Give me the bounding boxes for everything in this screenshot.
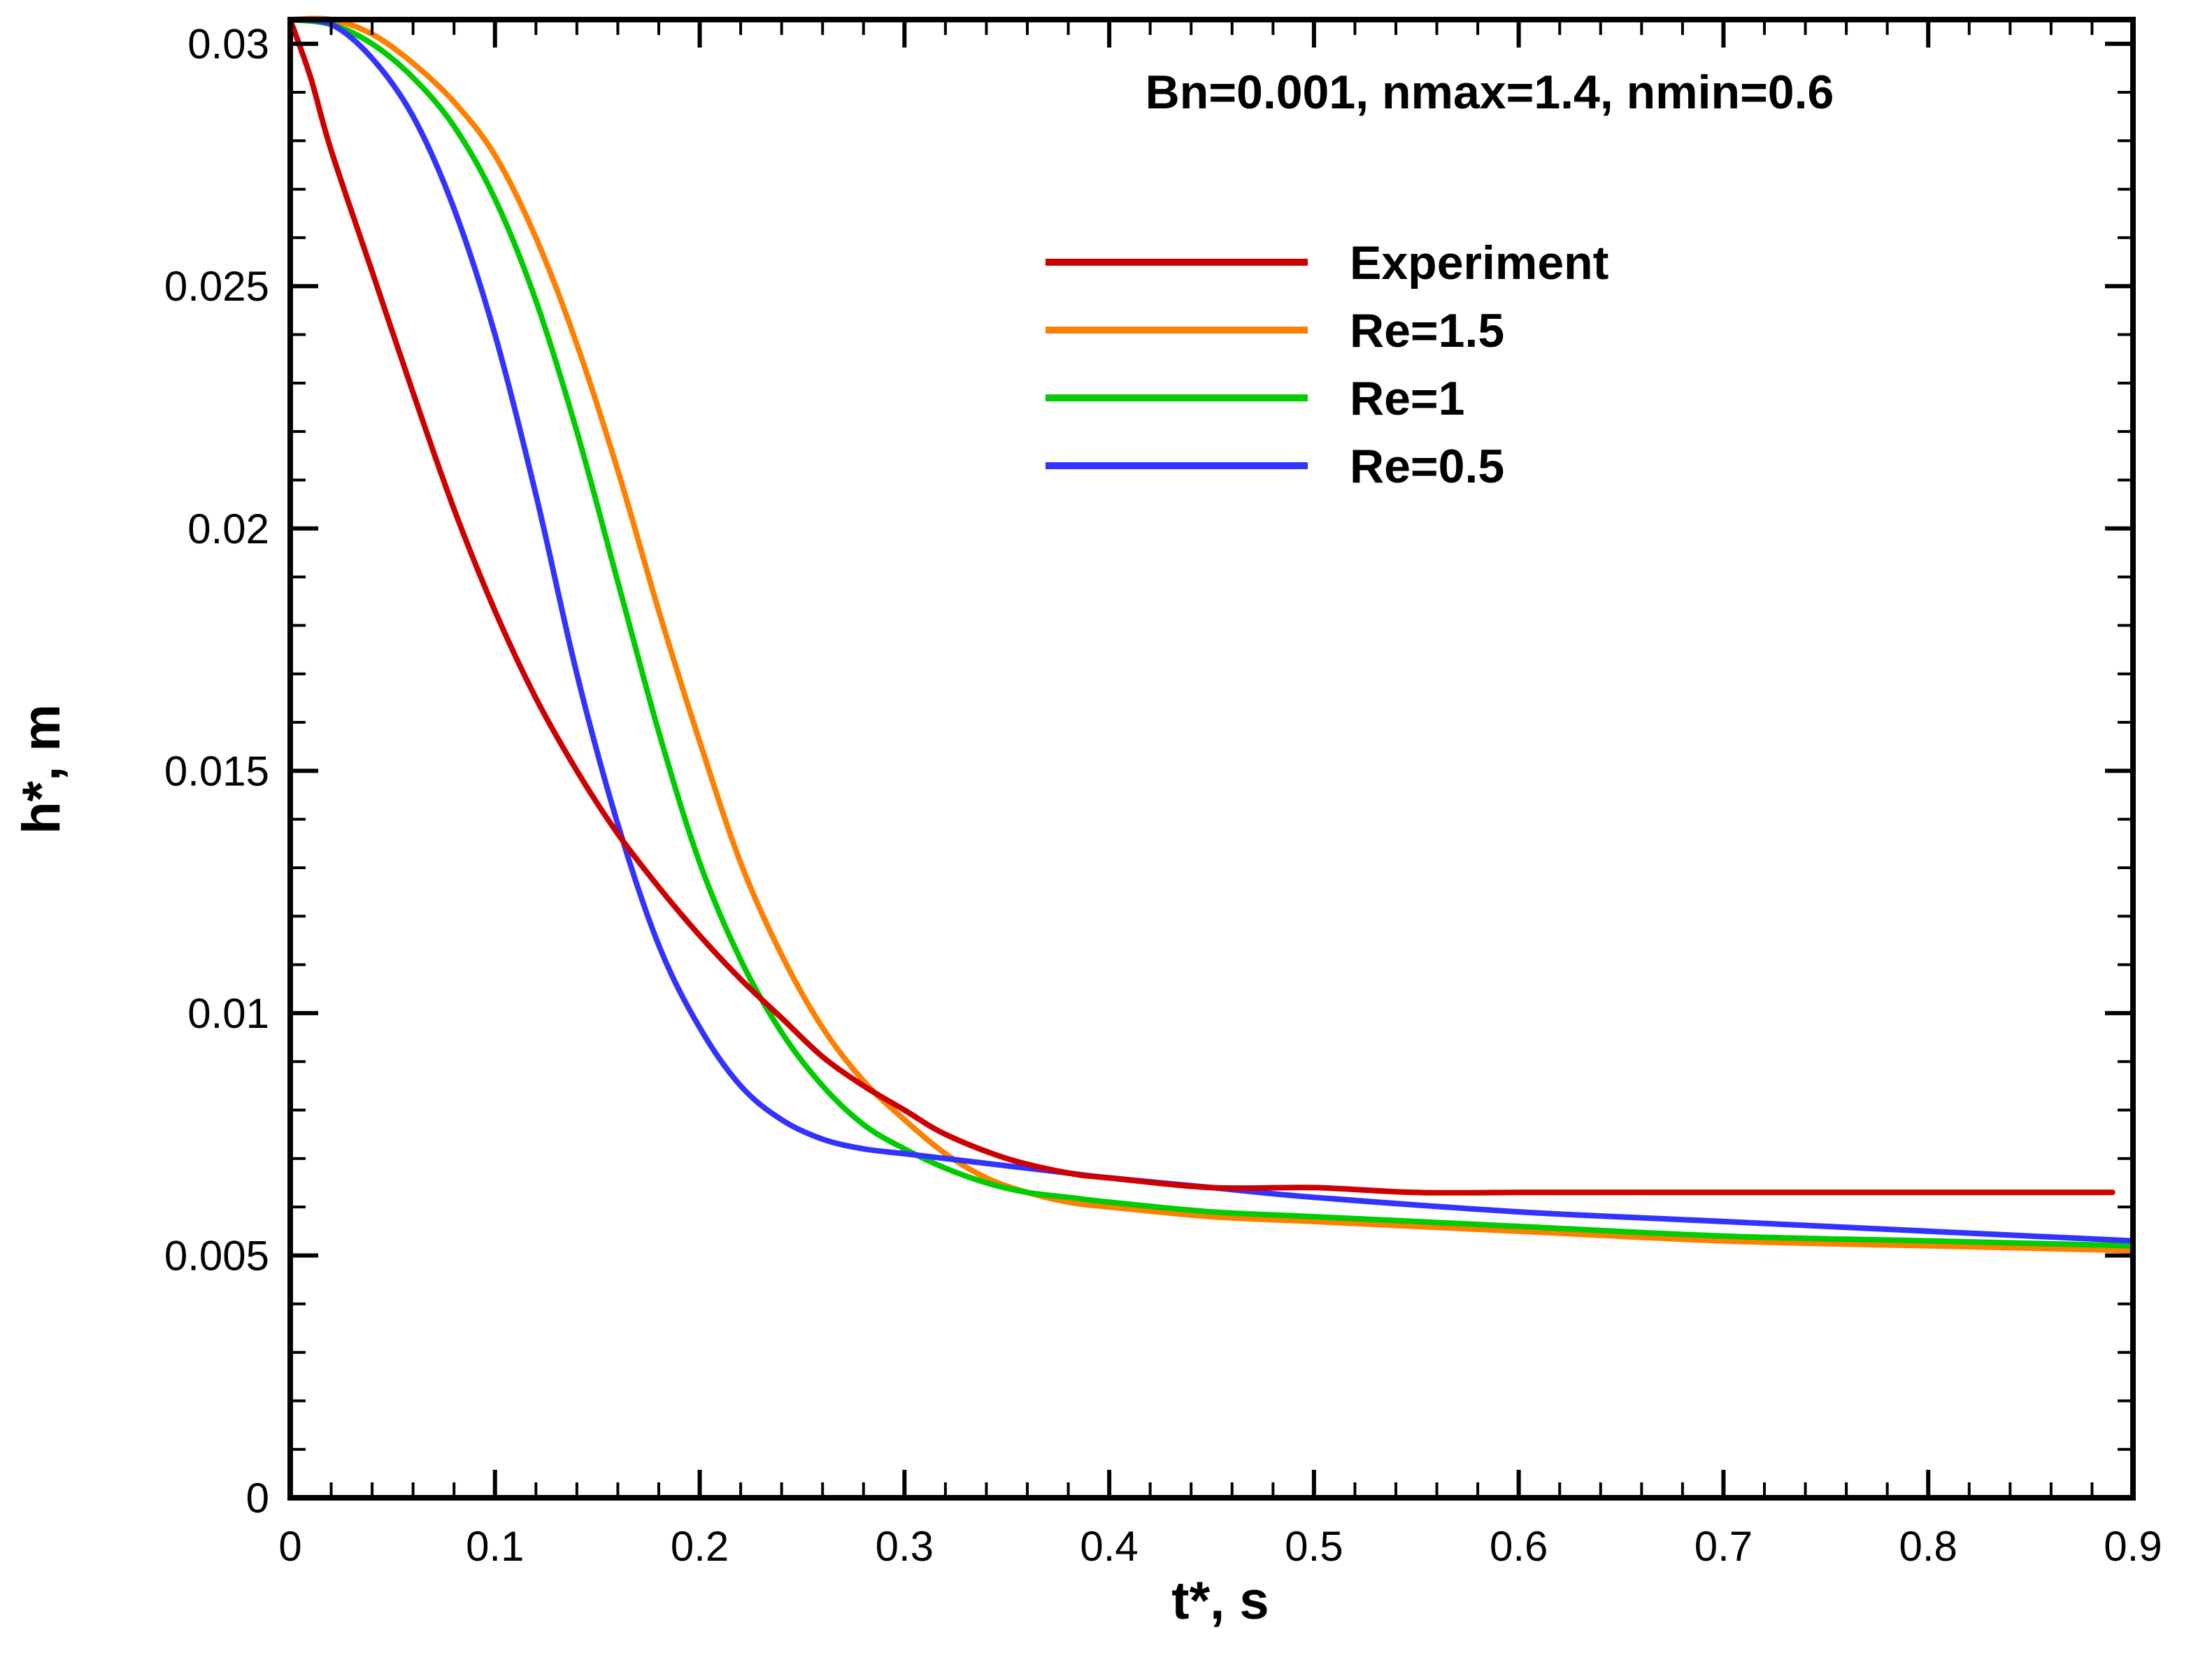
x-tick-label: 0 xyxy=(278,1523,301,1570)
plot-frame xyxy=(287,17,2136,1501)
axis-tick-labels: 0 0.1 0.2 0.3 0.4 0.5 0.6 0.7 0.8 0.9 0 0.005 0.01 0.… xyxy=(164,21,2162,1570)
chart-title: Bn=0.001, nmax=1.4, nmin=0.6 xyxy=(1146,66,1834,119)
x-tick-label: 0.2 xyxy=(671,1523,729,1570)
y-tick-label: 0.02 xyxy=(187,506,269,552)
legend-label: Re=0.5 xyxy=(1350,440,1504,493)
x-tick-label: 0.4 xyxy=(1080,1523,1138,1570)
legend-label: Re=1 xyxy=(1350,372,1464,425)
axis-ticks xyxy=(288,20,2135,1500)
x-tick-label: 0.6 xyxy=(1490,1523,1548,1570)
y-tick-label: 0.01 xyxy=(187,990,269,1037)
x-tick-label: 0.7 xyxy=(1694,1523,1753,1570)
x-tick-label: 0.3 xyxy=(876,1523,934,1570)
y-axis-title: h*, m xyxy=(12,704,71,834)
series-line-re-1 xyxy=(287,17,2136,1249)
series-layer xyxy=(287,15,2136,1254)
legend-label: Experiment xyxy=(1350,236,1608,289)
x-tick-label: 0.9 xyxy=(2104,1523,2162,1570)
x-axis-title: t*, s xyxy=(1171,1571,1269,1631)
x-tick-label: 0.8 xyxy=(1899,1523,1957,1570)
y-tick-label: 0.025 xyxy=(164,263,269,310)
x-tick-label: 0.5 xyxy=(1285,1523,1343,1570)
legend: Experiment Re=1.5 Re=1 Re=0.5 xyxy=(1046,236,1608,493)
y-tick-label: 0.015 xyxy=(164,747,269,794)
y-tick-label: 0.03 xyxy=(187,21,269,68)
legend-label: Re=1.5 xyxy=(1350,304,1504,357)
series-line-re-0-5 xyxy=(287,17,2136,1244)
y-tick-label: 0.005 xyxy=(164,1232,269,1279)
y-tick-label: 0 xyxy=(246,1475,269,1522)
series-line-experiment xyxy=(287,17,2115,1196)
x-tick-label: 0.1 xyxy=(466,1523,524,1570)
series-line-re-1-5 xyxy=(287,15,2136,1254)
